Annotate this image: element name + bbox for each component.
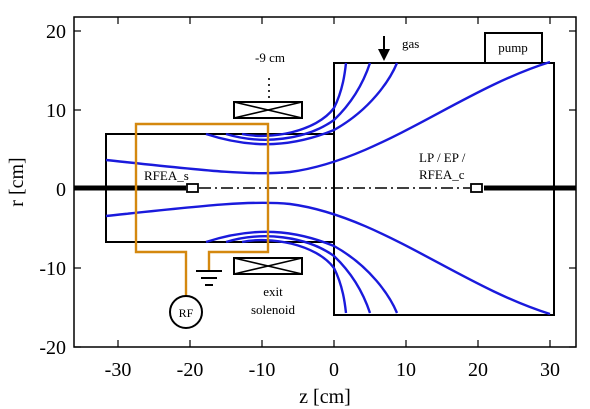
- exit-solenoid-label-line2: solenoid: [251, 302, 296, 317]
- x-axis-title: z [cm]: [299, 386, 351, 408]
- x-tick-label-minus10: -10: [249, 359, 276, 381]
- y-axis-title: r [cm]: [6, 157, 28, 206]
- field-line-upper-4: [241, 62, 348, 138]
- x-tick-label-minus30: -30: [105, 359, 132, 381]
- y-tick-label-0: 0: [56, 179, 66, 201]
- probe-label-line2: RFEA_c: [419, 167, 465, 182]
- exit-solenoid-cross-b: [233, 257, 303, 275]
- y-tick-label-20: 20: [46, 21, 66, 43]
- rfea-s-label: RFEA_s: [144, 168, 189, 183]
- exit-solenoid-label-line1: exit: [263, 284, 283, 299]
- field-line-lower-4: [241, 238, 348, 314]
- x-tick-label-10: 10: [396, 359, 416, 381]
- field-line-upper-2: [205, 62, 399, 146]
- x-tick-label-20: 20: [468, 359, 488, 381]
- rf-antenna-loop: [134, 122, 270, 270]
- field-line-lower-2: [205, 230, 399, 314]
- field-line-upper-3: [225, 62, 372, 141]
- x-tick-label-30: 30: [540, 359, 560, 381]
- plot-frame: [73, 16, 577, 348]
- pump-box: [484, 32, 543, 64]
- x-ticks: [117, 17, 551, 347]
- x-tick-label-minus20: -20: [177, 359, 204, 381]
- rfea-s-probe: [186, 183, 199, 193]
- field-line-lower-1: [105, 201, 551, 316]
- y-tick-label-minus20: -20: [39, 337, 66, 359]
- gas-label: gas: [402, 36, 419, 51]
- y-tick-label-minus10: -10: [39, 258, 66, 280]
- field-line-upper-1: [105, 60, 551, 175]
- rf-source: [169, 295, 203, 329]
- magnetic-field-lines: [105, 60, 551, 316]
- y-tick-label-10: 10: [46, 100, 66, 122]
- gas-arrow-head: [378, 49, 390, 61]
- rf-circuit: [134, 122, 270, 296]
- probe-label-line1: LP / EP /: [419, 150, 466, 165]
- upper-solenoid-cross-b: [233, 101, 303, 119]
- rf-label: RF: [179, 306, 194, 320]
- rfea-c-probe: [470, 183, 483, 193]
- field-line-lower-3: [225, 235, 372, 314]
- pump-label: pump: [498, 40, 528, 55]
- solenoid-position-label: -9 cm: [255, 50, 285, 65]
- x-tick-label-0: 0: [329, 359, 339, 381]
- ground-symbol: [196, 270, 222, 286]
